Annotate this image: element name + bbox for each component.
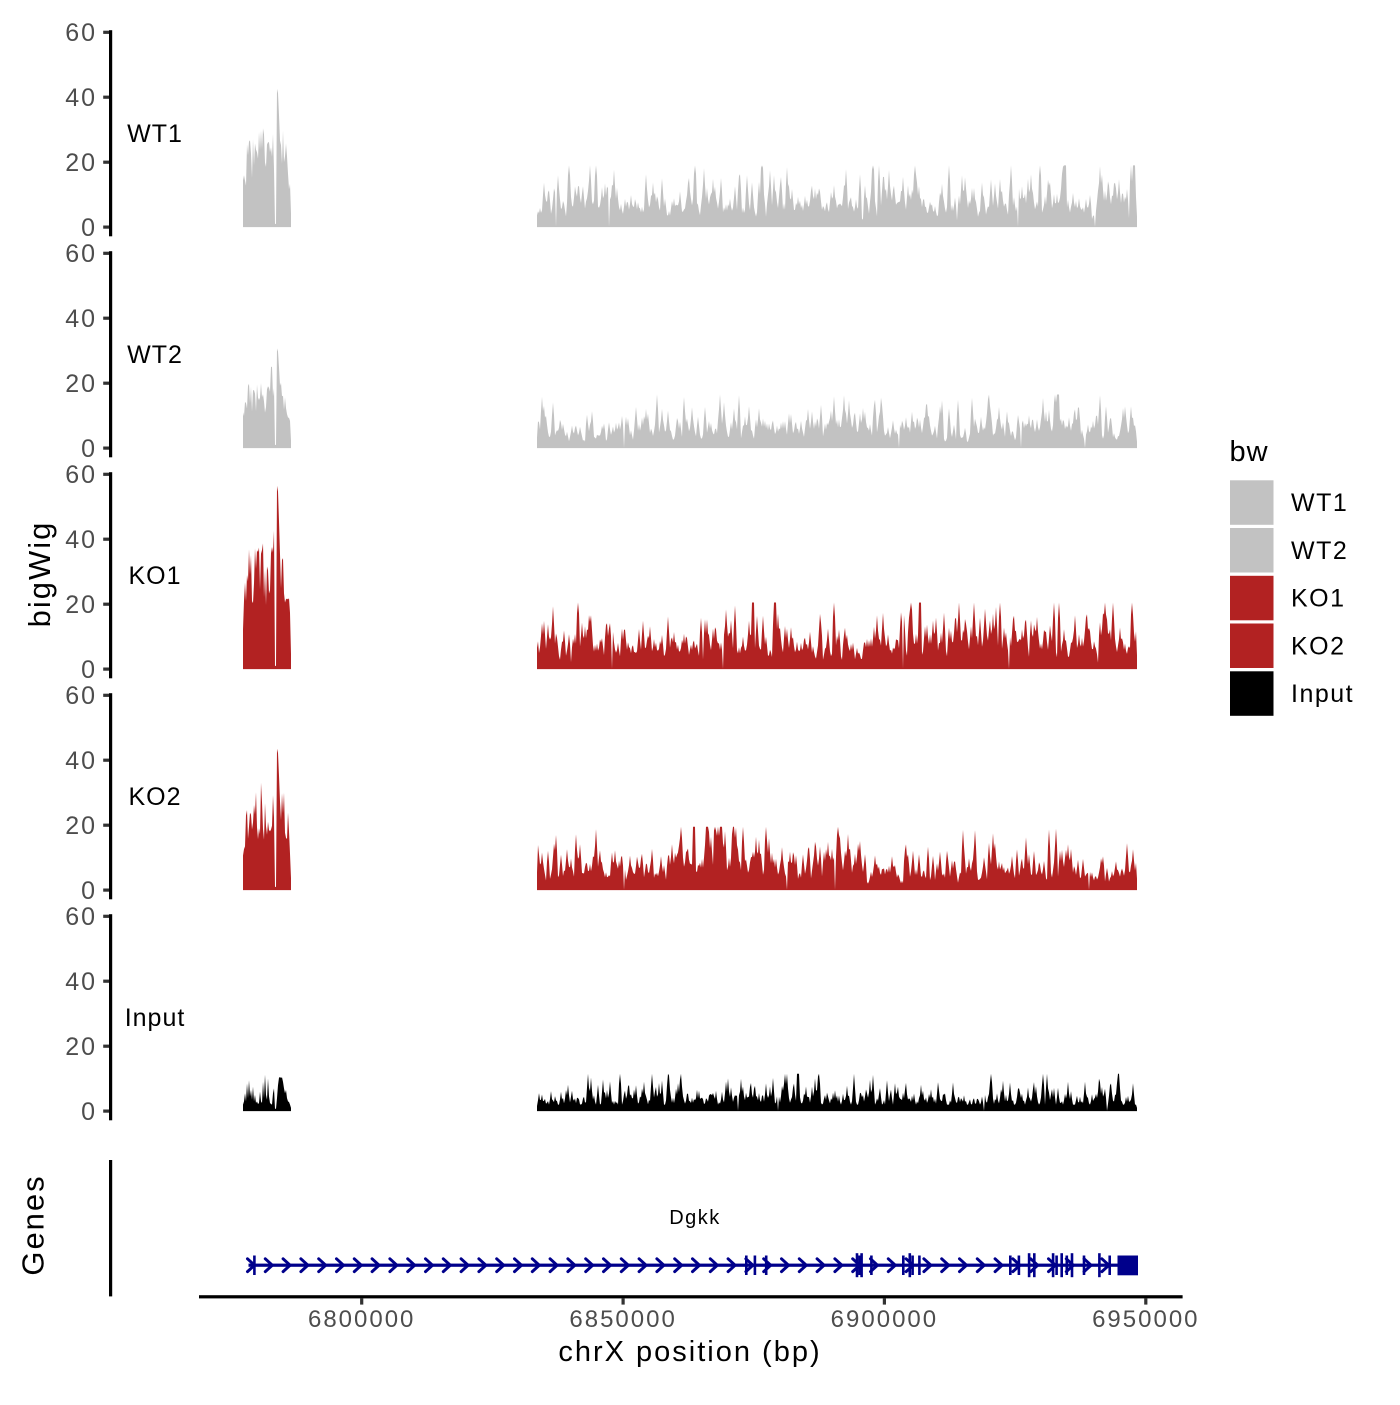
svg-text:0: 0 [81, 656, 97, 684]
svg-text:0: 0 [81, 877, 97, 905]
svg-text:60: 60 [65, 19, 97, 47]
svg-text:40: 40 [65, 84, 97, 112]
svg-text:WT2: WT2 [127, 341, 183, 369]
svg-text:0: 0 [81, 214, 97, 242]
svg-text:6800000: 6800000 [308, 1306, 415, 1333]
svg-text:60: 60 [65, 461, 97, 489]
svg-text:40: 40 [65, 968, 97, 996]
svg-text:6950000: 6950000 [1092, 1306, 1199, 1333]
svg-text:60: 60 [65, 903, 97, 931]
svg-text:20: 20 [65, 370, 97, 398]
svg-text:40: 40 [65, 526, 97, 554]
svg-text:20: 20 [65, 149, 97, 177]
svg-text:Input: Input [1291, 680, 1354, 708]
svg-text:6850000: 6850000 [569, 1306, 676, 1333]
svg-text:60: 60 [65, 240, 97, 268]
svg-text:Genes: Genes [16, 1174, 51, 1275]
svg-text:WT1: WT1 [1291, 489, 1348, 517]
svg-text:chrX position (bp): chrX position (bp) [558, 1336, 821, 1368]
svg-text:0: 0 [81, 1098, 97, 1126]
svg-text:20: 20 [65, 591, 97, 619]
svg-text:KO1: KO1 [128, 562, 181, 590]
svg-text:KO2: KO2 [1291, 633, 1346, 661]
svg-text:WT1: WT1 [127, 120, 183, 148]
svg-text:bigWig: bigWig [22, 521, 57, 628]
svg-text:40: 40 [65, 747, 97, 775]
svg-text:6900000: 6900000 [831, 1306, 938, 1333]
svg-text:KO1: KO1 [1291, 585, 1346, 613]
svg-text:bw: bw [1230, 436, 1269, 468]
svg-text:0: 0 [81, 435, 97, 463]
svg-text:20: 20 [65, 812, 97, 840]
svg-text:20: 20 [65, 1033, 97, 1061]
svg-text:40: 40 [65, 305, 97, 333]
svg-text:Dgkk: Dgkk [669, 1207, 721, 1229]
svg-text:Input: Input [125, 1004, 186, 1032]
svg-text:KO2: KO2 [128, 783, 181, 811]
svg-text:WT2: WT2 [1291, 537, 1348, 565]
svg-text:60: 60 [65, 682, 97, 710]
